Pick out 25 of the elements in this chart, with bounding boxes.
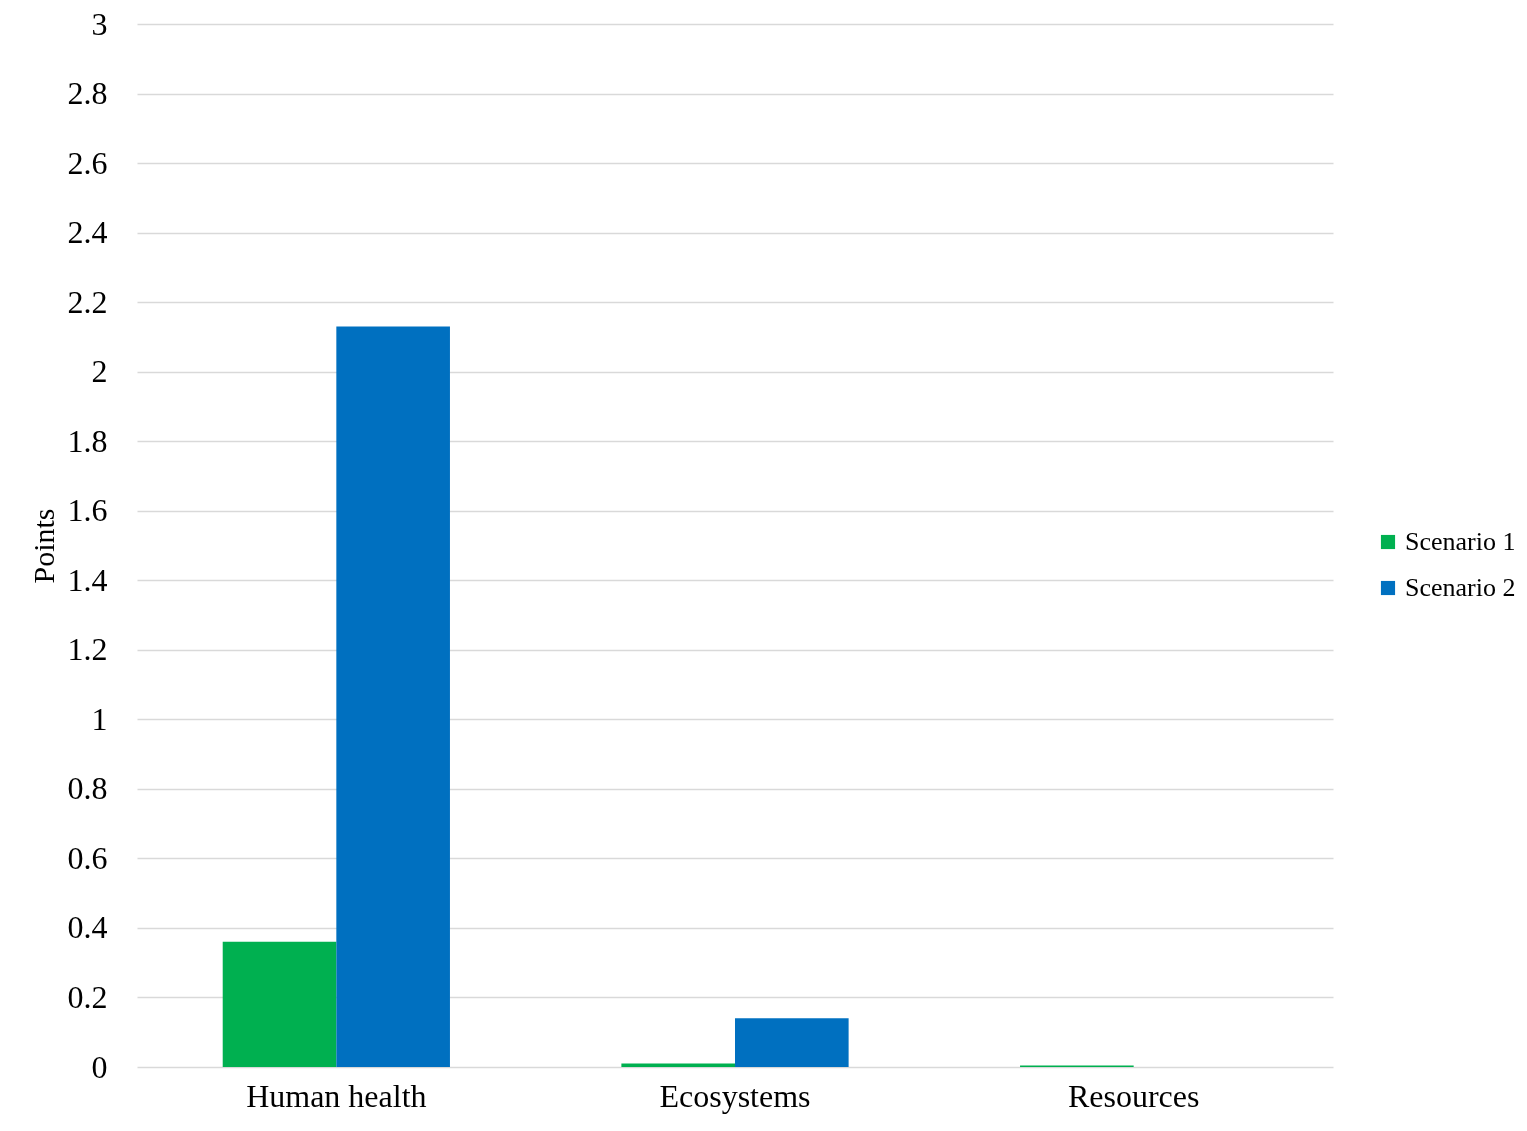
x-tick-label: Ecosystems: [659, 1077, 811, 1114]
y-tick-label: 2: [91, 353, 108, 390]
y-tick-label: 1.6: [67, 492, 108, 529]
x-tick-label: Human health: [246, 1077, 427, 1114]
y-tick-label: 1.4: [67, 561, 108, 598]
y-tick-label: 1: [91, 700, 108, 737]
y-tick-label: 2.4: [67, 214, 108, 251]
y-tick-label: 2.8: [67, 75, 108, 112]
y-tick-label: 0: [91, 1048, 108, 1085]
y-tick-label: 0.8: [67, 770, 108, 807]
legend-label: Scenario 2: [1405, 573, 1516, 602]
legend-label: Scenario 1: [1405, 527, 1516, 556]
y-tick-label: 3: [91, 5, 108, 42]
y-tick-label: 2.2: [67, 283, 108, 320]
y-tick-label: 0.4: [67, 909, 108, 946]
y-tick-label: 1.2: [67, 631, 108, 668]
bar: [336, 326, 450, 1067]
y-tick-label: 2.6: [67, 144, 108, 181]
bar: [735, 1018, 849, 1067]
y-tick-label: 0.6: [67, 839, 108, 876]
y-tick-label: 1.8: [67, 422, 108, 459]
bar: [222, 941, 337, 1067]
y-tick-label: 0.2: [67, 978, 108, 1015]
y-axis-title: Points: [26, 508, 60, 584]
x-tick-label: Resources: [1067, 1077, 1200, 1114]
